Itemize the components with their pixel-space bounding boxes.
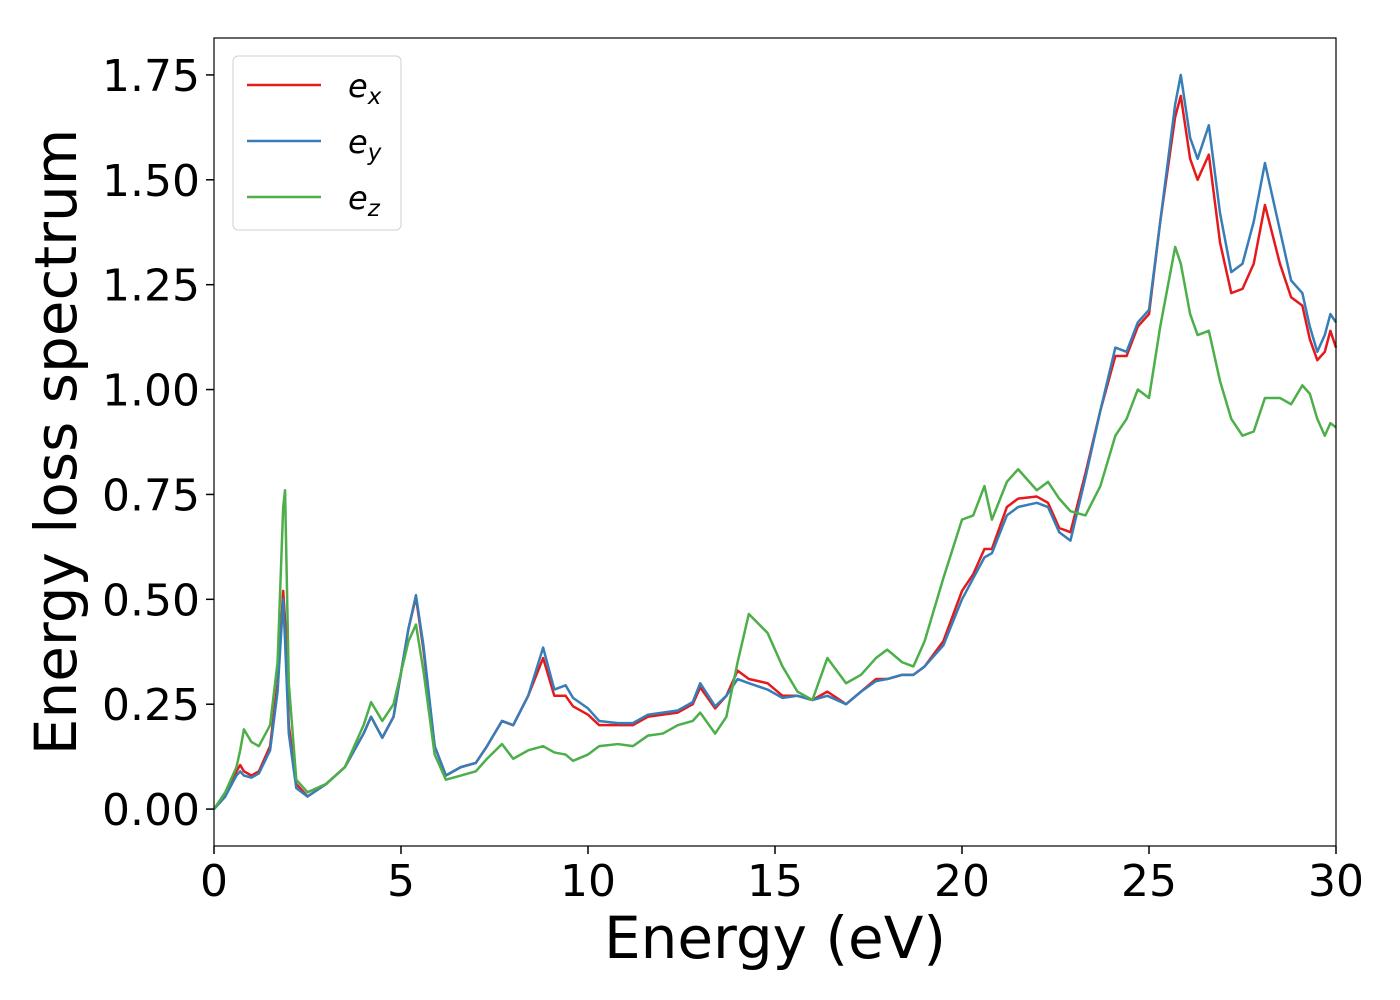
x-tick-label: 30 xyxy=(1308,856,1364,907)
y-tick-label: 1.50 xyxy=(102,156,200,207)
x-tick-label: 15 xyxy=(747,856,803,907)
x-tick-label: 25 xyxy=(1121,856,1177,907)
y-tick-label: 0.75 xyxy=(102,470,200,521)
y-axis-label: Energy loss spectrum xyxy=(22,129,90,755)
legend-label: ex xyxy=(348,67,382,110)
plot-frame xyxy=(213,37,1337,847)
x-tick-label: 5 xyxy=(387,856,415,907)
x-tick-label: 20 xyxy=(934,856,990,907)
y-tick-label: 1.00 xyxy=(102,366,200,417)
y-tick-label: 0.00 xyxy=(102,785,200,836)
y-tick-label: 1.75 xyxy=(102,51,200,102)
legend-label: ez xyxy=(348,179,381,222)
x-tick-label: 0 xyxy=(200,856,228,907)
y-tick-label: 0.25 xyxy=(102,680,200,731)
y-tick-label: 1.25 xyxy=(102,261,200,312)
series-line xyxy=(213,73,1338,810)
series-line xyxy=(212,245,1337,810)
legend-box xyxy=(232,55,402,231)
legend-label: ey xyxy=(348,123,382,166)
x-tick-label: 10 xyxy=(560,856,616,907)
x-axis-label: Energy (eV) xyxy=(604,904,946,972)
y-tick-label: 0.50 xyxy=(102,575,200,626)
